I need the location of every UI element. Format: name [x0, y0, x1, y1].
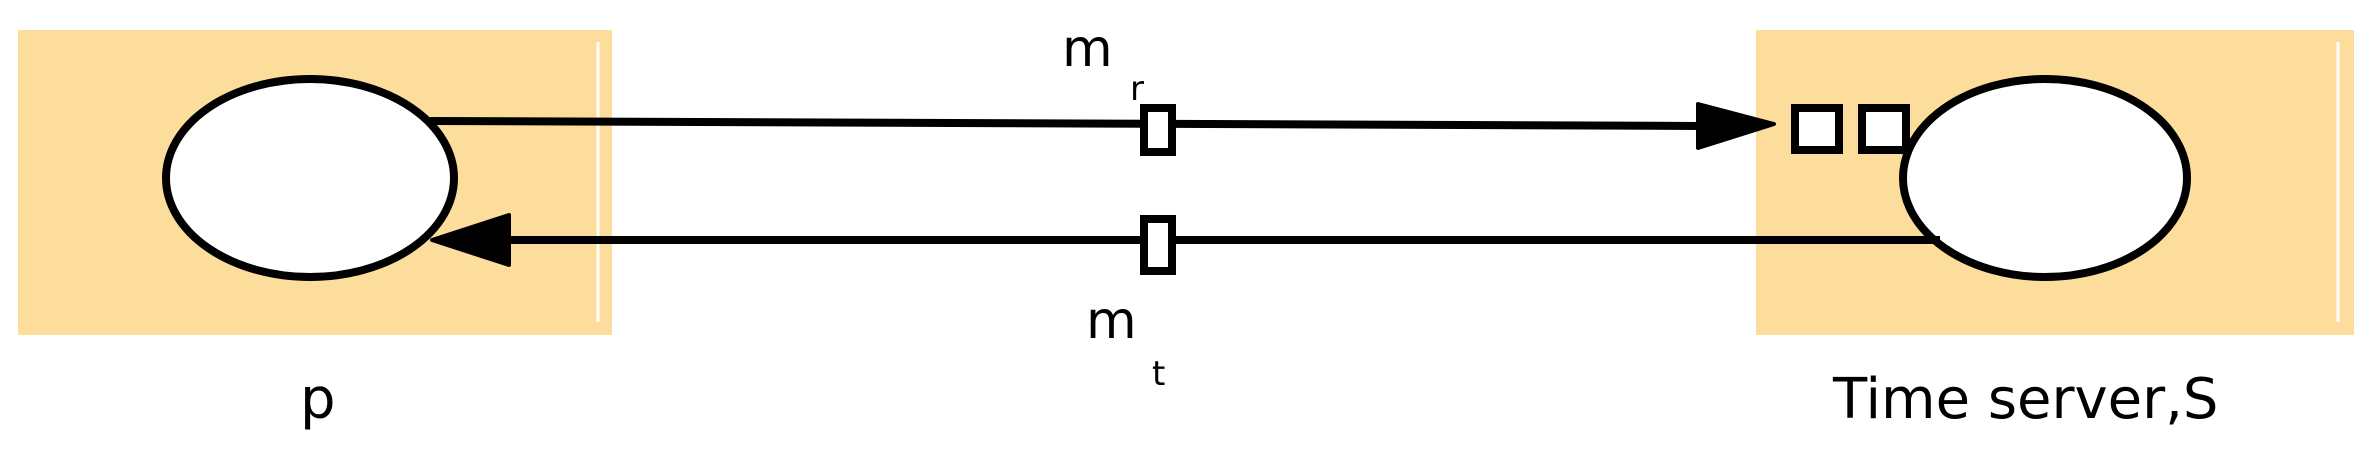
request-message-marker	[1140, 104, 1176, 156]
time-server-label: Time server,S	[1832, 367, 2218, 432]
reply-arrow-tip	[430, 213, 511, 267]
process-p-node[interactable]	[162, 75, 458, 281]
request-message-subscript: r	[1130, 69, 1144, 109]
request-message-label: m	[1062, 19, 1113, 79]
reply-message-label: m	[1086, 291, 1137, 351]
server-queue-slot-2	[1858, 104, 1910, 154]
time-server-node[interactable]	[1899, 75, 2191, 281]
reply-message-subscript: t	[1152, 354, 1165, 394]
reply-message-marker	[1140, 215, 1176, 275]
request-message-line	[429, 117, 1701, 130]
process-p-label: p	[300, 367, 336, 432]
server-queue-slot-1	[1791, 104, 1843, 154]
request-arrow-tip	[1696, 102, 1776, 150]
